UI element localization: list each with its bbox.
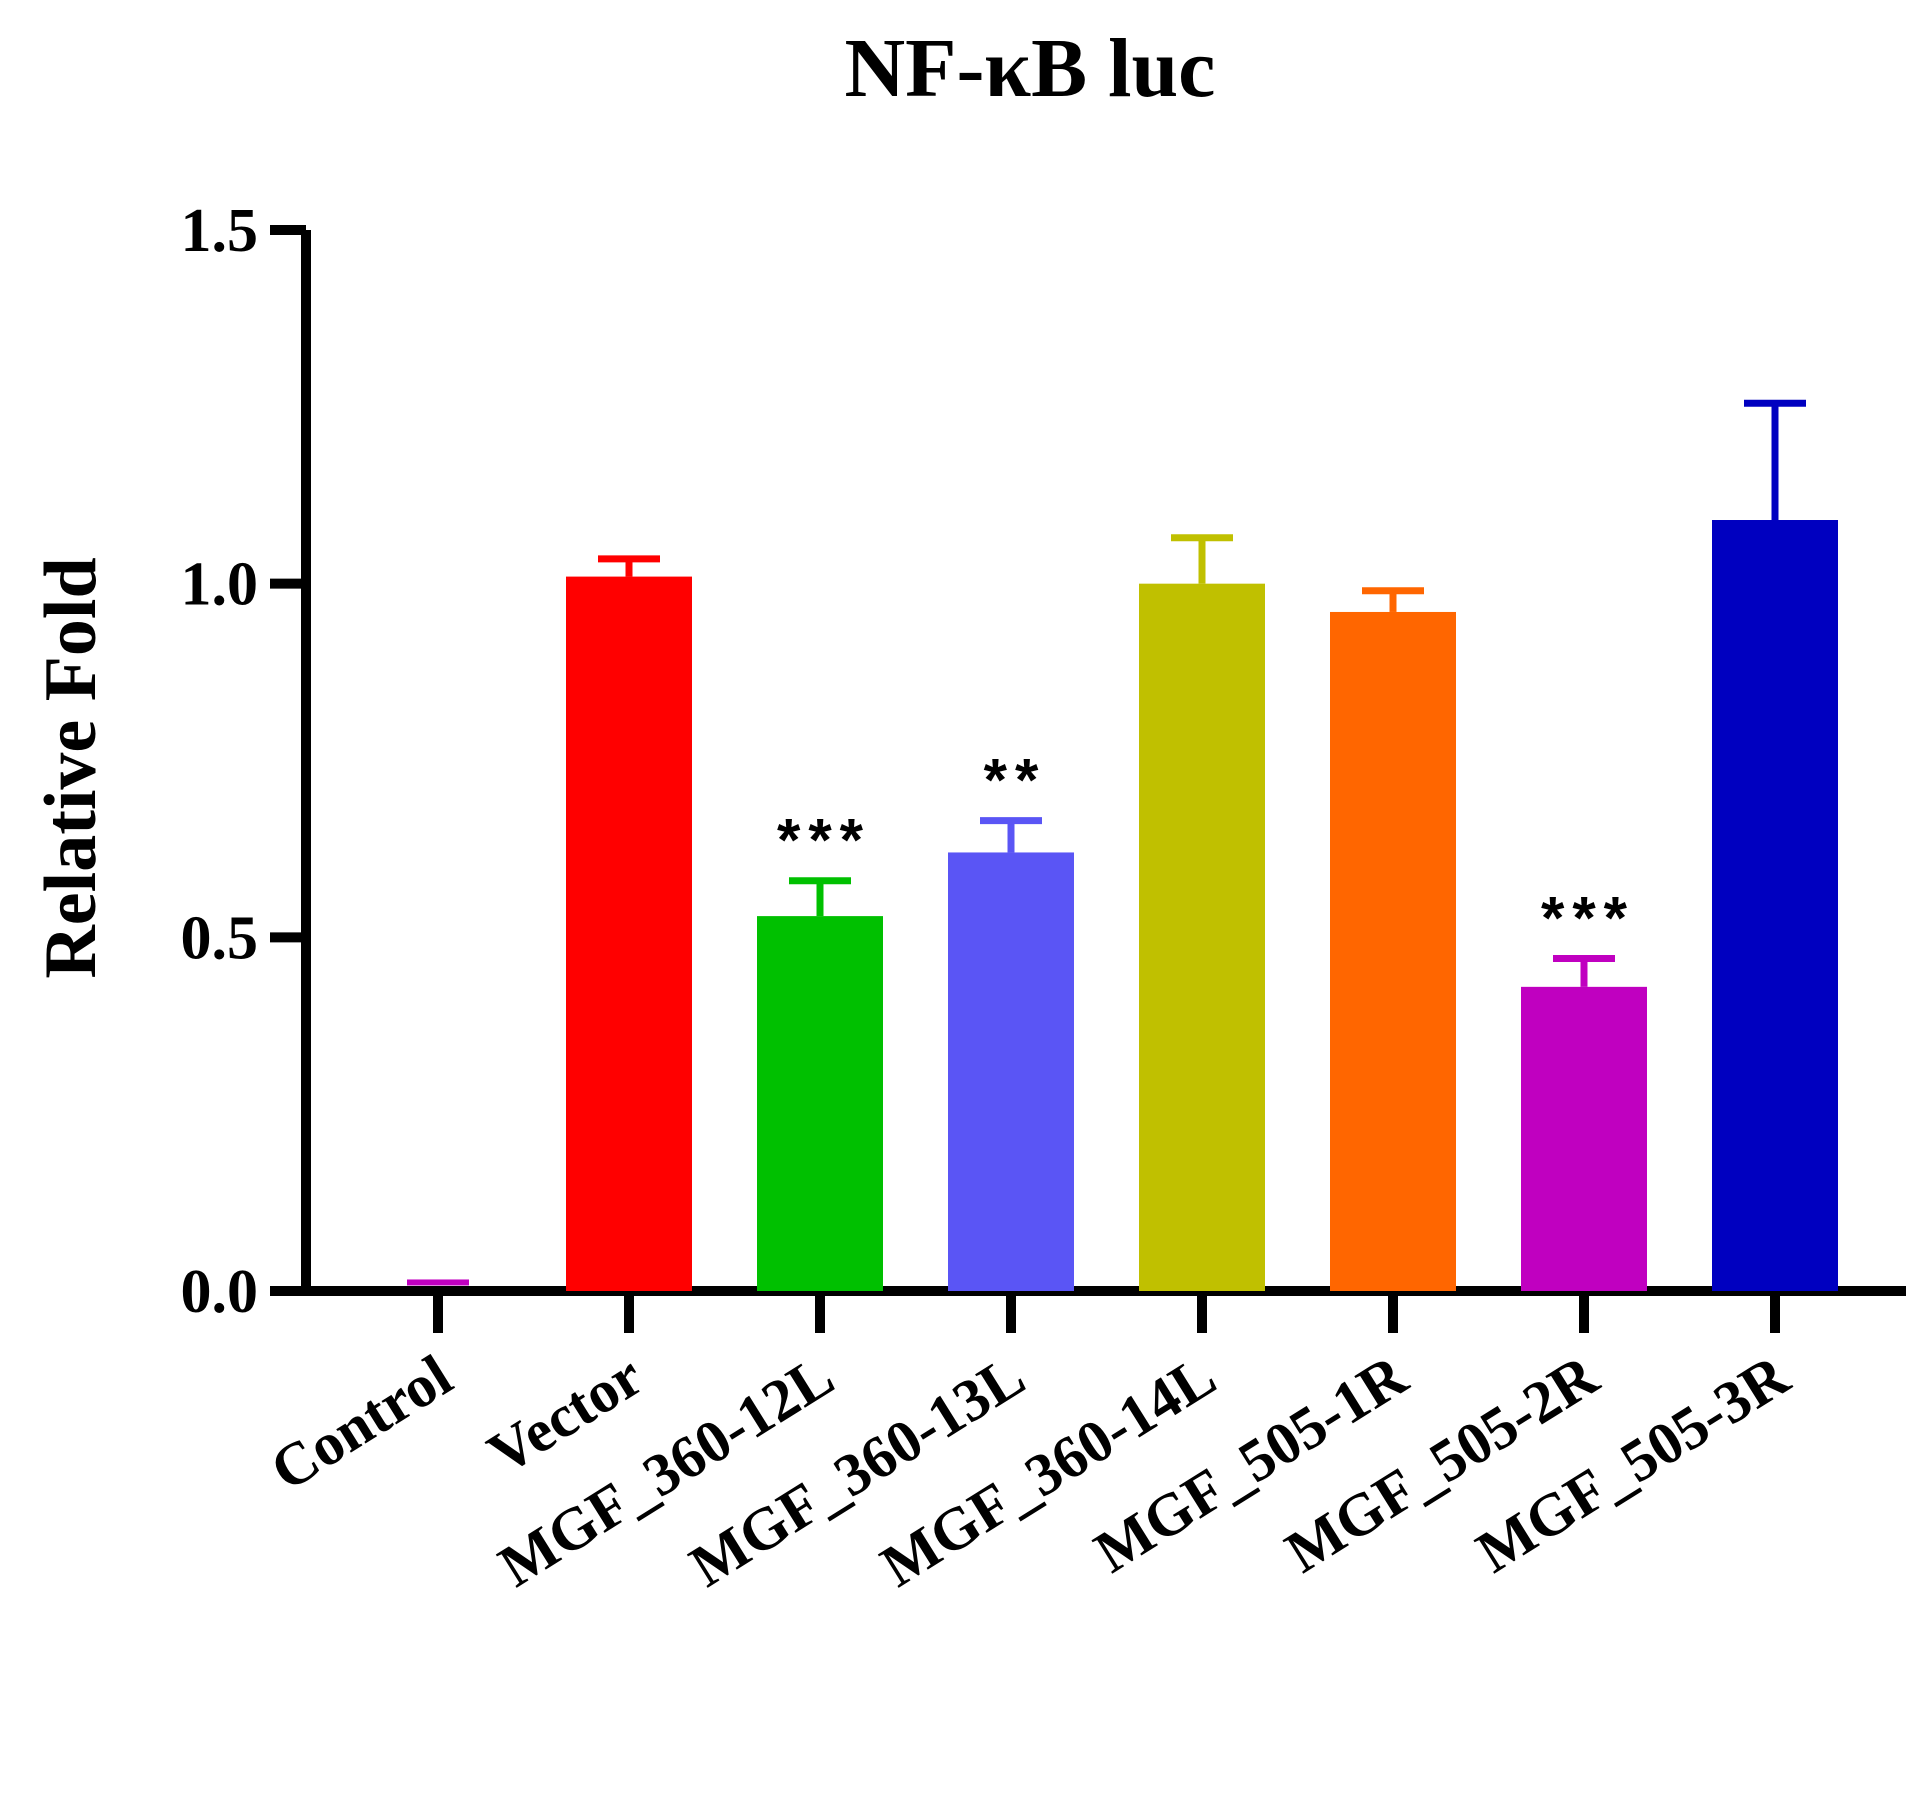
y-tick-label: 1.0 bbox=[181, 551, 259, 619]
error-bars bbox=[598, 399, 1806, 987]
y-tick-label: 1.5 bbox=[181, 197, 259, 265]
bars bbox=[407, 520, 1838, 1291]
x-tick-label: Control bbox=[259, 1342, 463, 1503]
x-tick-label: MGF_360-12L bbox=[488, 1342, 845, 1599]
bar-vector bbox=[566, 576, 692, 1291]
significance-marks: ******** bbox=[777, 747, 1635, 952]
bar-mgf-505-3r bbox=[1712, 520, 1838, 1291]
bar-mgf-505-1r bbox=[1330, 611, 1456, 1291]
significance-label: *** bbox=[1541, 885, 1635, 952]
bar-mgf-360-14l bbox=[1139, 583, 1265, 1291]
x-tick-label: MGF_360-14L bbox=[870, 1342, 1227, 1599]
y-axis-label: Relative Fold bbox=[30, 557, 112, 978]
bar-mgf-505-2r bbox=[1521, 986, 1647, 1291]
x-ticks: Control VectorMGF_360-12LMGF_360-13LMGF_3… bbox=[259, 1291, 1800, 1599]
x-tick-label: MGF_360-13L bbox=[679, 1342, 1036, 1599]
bar-control bbox=[407, 1279, 469, 1286]
significance-label: *** bbox=[777, 807, 871, 874]
axes bbox=[301, 230, 1906, 1296]
bar-mgf-360-13l bbox=[948, 852, 1074, 1291]
chart-title: NF-κB luc bbox=[845, 22, 1216, 115]
y-tick-label: 0.0 bbox=[181, 1258, 259, 1326]
y-ticks: 0.0 0.5 1.0 1.5 bbox=[181, 197, 306, 1326]
y-tick-label: 0.5 bbox=[181, 904, 259, 972]
bar-mgf-360-12l bbox=[757, 916, 883, 1291]
significance-label: ** bbox=[984, 747, 1047, 814]
